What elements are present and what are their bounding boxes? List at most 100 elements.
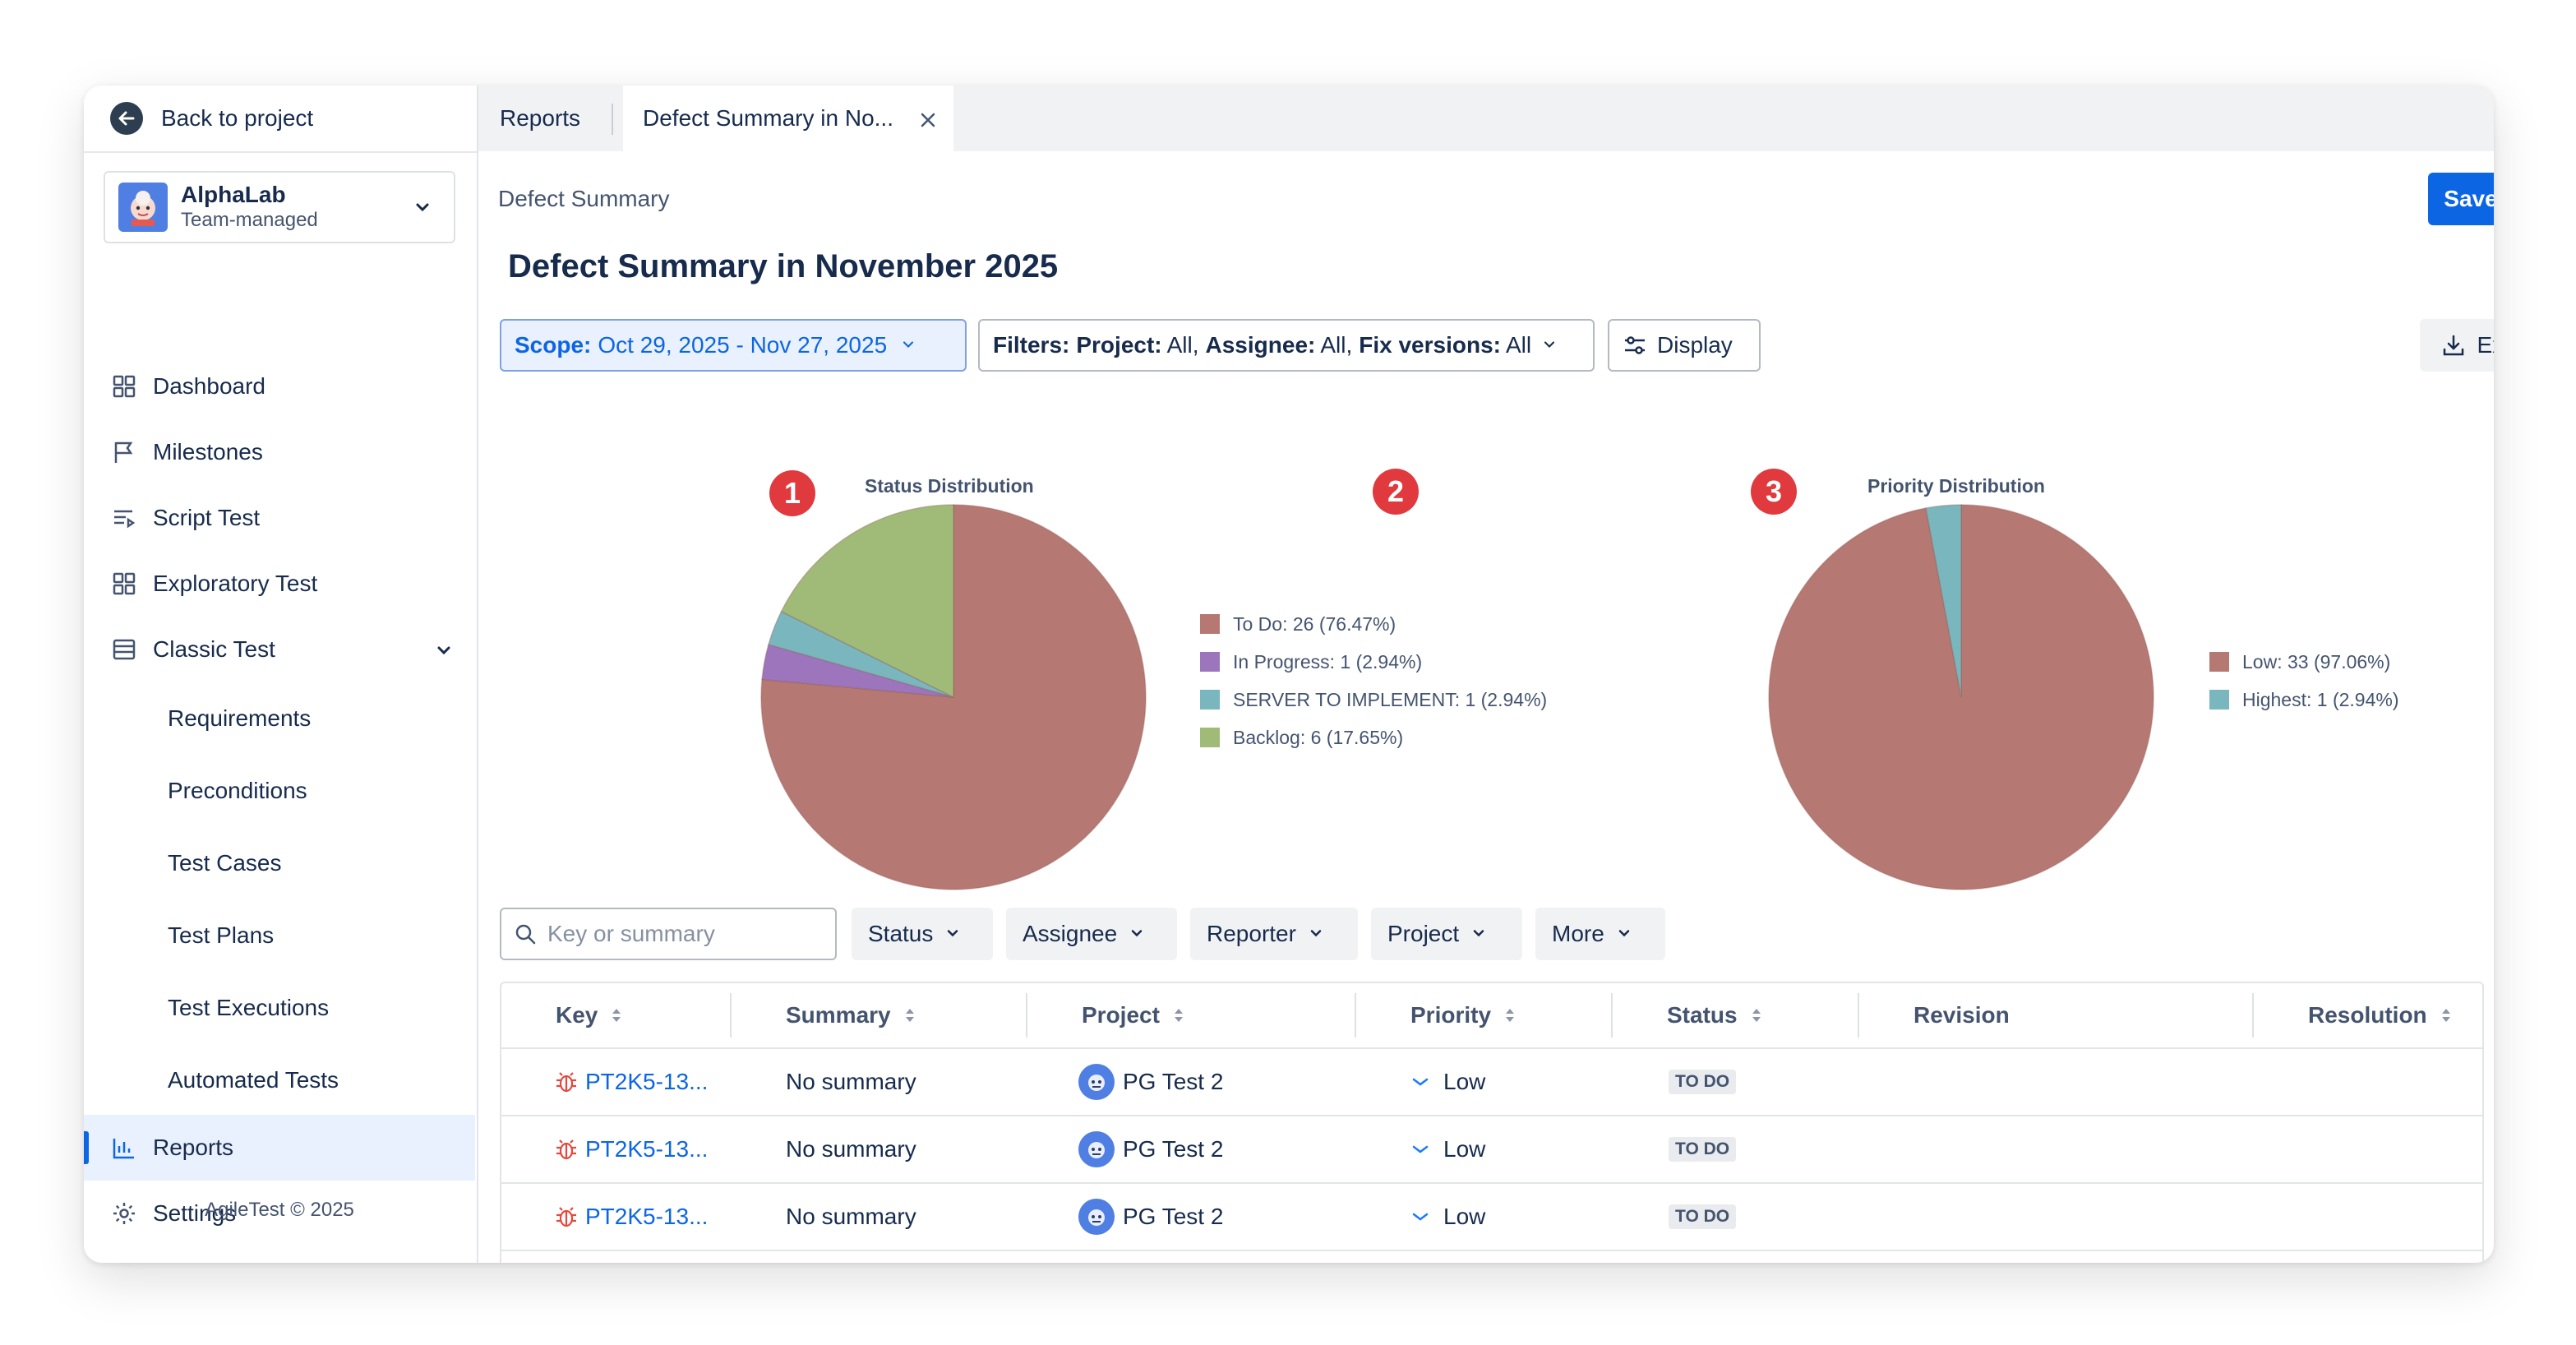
main-content: Reports Defect Summary in No... Defect S… bbox=[478, 86, 2494, 1263]
more-filter-button[interactable]: More bbox=[1535, 908, 1665, 960]
breadcrumb[interactable]: Defect Summary bbox=[498, 186, 670, 211]
summary-cell: No summary bbox=[786, 1069, 916, 1094]
sidebar-item-label: Test Executions bbox=[168, 995, 330, 1020]
sidebar-item-script-test[interactable]: Script Test bbox=[84, 485, 475, 551]
project-filter-button[interactable]: Project bbox=[1371, 908, 1522, 960]
sidebar-item-preconditions[interactable]: Preconditions bbox=[84, 758, 475, 824]
column-divider bbox=[1611, 993, 1613, 1038]
project-avatar bbox=[1078, 1064, 1115, 1100]
display-button[interactable]: Display bbox=[1608, 319, 1761, 372]
column-header-key[interactable]: Key bbox=[556, 983, 622, 1047]
sidebar-item-settings[interactable]: Settings bbox=[84, 1181, 475, 1246]
filters-dropdown[interactable]: Filters: Project: All, Assignee: All, Fi… bbox=[978, 319, 1595, 372]
pie-slice-server-to-implement[interactable] bbox=[768, 610, 954, 698]
sidebar-item-test-cases[interactable]: Test Cases bbox=[84, 830, 475, 896]
sidebar-item-automated-tests[interactable]: Automated Tests bbox=[84, 1047, 475, 1113]
sidebar-item-label: Reports bbox=[153, 1135, 234, 1160]
step-badge: 1 bbox=[769, 470, 815, 516]
sort-icon bbox=[1751, 1006, 1762, 1024]
search-box[interactable] bbox=[500, 908, 837, 960]
pie-slice-low[interactable] bbox=[1768, 504, 2154, 890]
priority-cell: Low bbox=[1410, 1116, 1485, 1182]
sidebar-item-dashboard[interactable]: Dashboard bbox=[84, 354, 475, 419]
key-cell[interactable]: PT2K5-13... bbox=[554, 1049, 708, 1115]
sidebar-item-classic-test[interactable]: Classic Test bbox=[84, 617, 475, 682]
pie-slice-to-do[interactable] bbox=[760, 504, 1147, 890]
project-cell: PG Test 2 bbox=[1078, 1049, 1223, 1115]
project-name: PG Test 2 bbox=[1123, 1204, 1224, 1229]
table-row[interactable]: PT2K5-13... No summary PG Test 2 Low TO … bbox=[501, 1116, 2482, 1184]
project-switcher[interactable]: AlphaLab Team-managed bbox=[104, 171, 455, 243]
column-header-summary[interactable]: Summary bbox=[786, 983, 916, 1047]
column-label: Priority bbox=[1410, 1002, 1492, 1028]
sidebar-item-reports[interactable]: Reports bbox=[84, 1115, 475, 1181]
table-row[interactable]: PT2K5-13... No summary PG Test 2 Low TO … bbox=[501, 1184, 2482, 1251]
issue-key-link[interactable]: PT2K5-13... bbox=[585, 1136, 709, 1162]
pie-slice-highest[interactable] bbox=[1925, 504, 1962, 698]
legend-item-in-progress[interactable]: In Progress: 1 (2.94%) bbox=[1200, 643, 1547, 681]
filter-assignee-label: Assignee: bbox=[1205, 332, 1316, 358]
assignee-filter-button[interactable]: Assignee bbox=[1006, 908, 1177, 960]
column-header-revision[interactable]: Revision bbox=[1914, 983, 2010, 1047]
key-cell[interactable]: PT2K5-13... bbox=[554, 1184, 708, 1250]
sidebar-item-label: Requirements bbox=[168, 705, 312, 731]
save-button[interactable]: Save bbox=[2428, 173, 2494, 225]
column-header-project[interactable]: Project bbox=[1082, 983, 1184, 1047]
table-row[interactable]: PT2K5-13... No summary PG Test 2 Low TO … bbox=[501, 1049, 2482, 1116]
bug-icon bbox=[554, 1070, 579, 1094]
sidebar-item-milestones[interactable]: Milestones bbox=[84, 419, 475, 485]
sidebar-item-test-executions[interactable]: Test Executions bbox=[84, 975, 475, 1041]
project-name: PG Test 2 bbox=[1123, 1069, 1224, 1094]
display-label: Display bbox=[1657, 332, 1733, 358]
search-input[interactable] bbox=[546, 920, 812, 948]
column-header-priority[interactable]: Priority bbox=[1410, 983, 1516, 1047]
column-label: Resolution bbox=[2308, 1002, 2427, 1028]
pie-slice-in-progress[interactable] bbox=[761, 644, 954, 698]
chevron-down-icon bbox=[1541, 332, 1558, 358]
step-badge: 3 bbox=[1751, 469, 1797, 515]
project-name: AlphaLab bbox=[181, 182, 286, 207]
sidebar-item-exploratory-test[interactable]: Exploratory Test bbox=[84, 551, 475, 617]
legend-item-to-do[interactable]: To Do: 26 (76.47%) bbox=[1200, 605, 1547, 643]
download-icon bbox=[2441, 333, 2466, 358]
issue-key-link[interactable]: PT2K5-13... bbox=[585, 1204, 709, 1229]
issue-key-link[interactable]: PT2K5-13... bbox=[585, 1069, 709, 1094]
column-label: Key bbox=[556, 1002, 598, 1028]
app-window: Back to project AlphaLab Team-managed bbox=[84, 86, 2494, 1263]
status-badge: TO DO bbox=[1669, 1137, 1737, 1162]
flag-icon bbox=[110, 438, 138, 466]
filter-label: More bbox=[1552, 921, 1604, 946]
sidebar-item-label: Milestones bbox=[153, 439, 263, 465]
search-icon bbox=[515, 923, 536, 945]
legend-item-low[interactable]: Low: 33 (97.06%) bbox=[2209, 643, 2398, 681]
priority-label: Low bbox=[1443, 1069, 1486, 1094]
sidebar-item-test-plans[interactable]: Test Plans bbox=[84, 903, 475, 968]
tab-reports[interactable]: Reports bbox=[500, 86, 580, 151]
close-icon[interactable] bbox=[919, 109, 937, 135]
export-button[interactable]: Export bbox=[2420, 319, 2494, 372]
pie-slice-backlog[interactable] bbox=[780, 504, 954, 699]
legend-item-backlog[interactable]: Backlog: 6 (17.65%) bbox=[1200, 719, 1547, 756]
sidebar-item-label: Automated Tests bbox=[168, 1067, 339, 1093]
sidebar-item-label: Test Cases bbox=[168, 850, 282, 876]
legend-item-server-to-implement[interactable]: SERVER TO IMPLEMENT: 1 (2.94%) bbox=[1200, 681, 1547, 719]
chevron-down-icon bbox=[1129, 921, 1145, 947]
sort-icon bbox=[1173, 1006, 1184, 1024]
back-to-project-link[interactable]: Back to project bbox=[84, 86, 477, 153]
column-header-resolution[interactable]: Resolution bbox=[2308, 983, 2452, 1047]
sliders-icon bbox=[1623, 335, 1647, 356]
scope-dropdown[interactable]: Scope: Oct 29, 2025 - Nov 27, 2025 bbox=[500, 319, 967, 372]
status-filter-button[interactable]: Status bbox=[852, 908, 993, 960]
legend-item-highest[interactable]: Highest: 1 (2.94%) bbox=[2209, 681, 2398, 719]
tab-bar: Reports Defect Summary in No... bbox=[478, 86, 2494, 151]
sidebar-item-requirements[interactable]: Requirements bbox=[84, 686, 475, 751]
tab-defect-summary[interactable]: Defect Summary in No... bbox=[623, 86, 953, 151]
status-pie-chart bbox=[760, 504, 1147, 890]
key-cell[interactable]: PT2K5-13... bbox=[554, 1116, 708, 1182]
status-cell: TO DO bbox=[1669, 1049, 1737, 1115]
grid-icon bbox=[110, 372, 138, 400]
project-avatar bbox=[1078, 1131, 1115, 1167]
reporter-filter-button[interactable]: Reporter bbox=[1190, 908, 1358, 960]
column-header-status[interactable]: Status bbox=[1667, 983, 1762, 1047]
legend-label: SERVER TO IMPLEMENT: 1 (2.94%) bbox=[1233, 688, 1548, 710]
